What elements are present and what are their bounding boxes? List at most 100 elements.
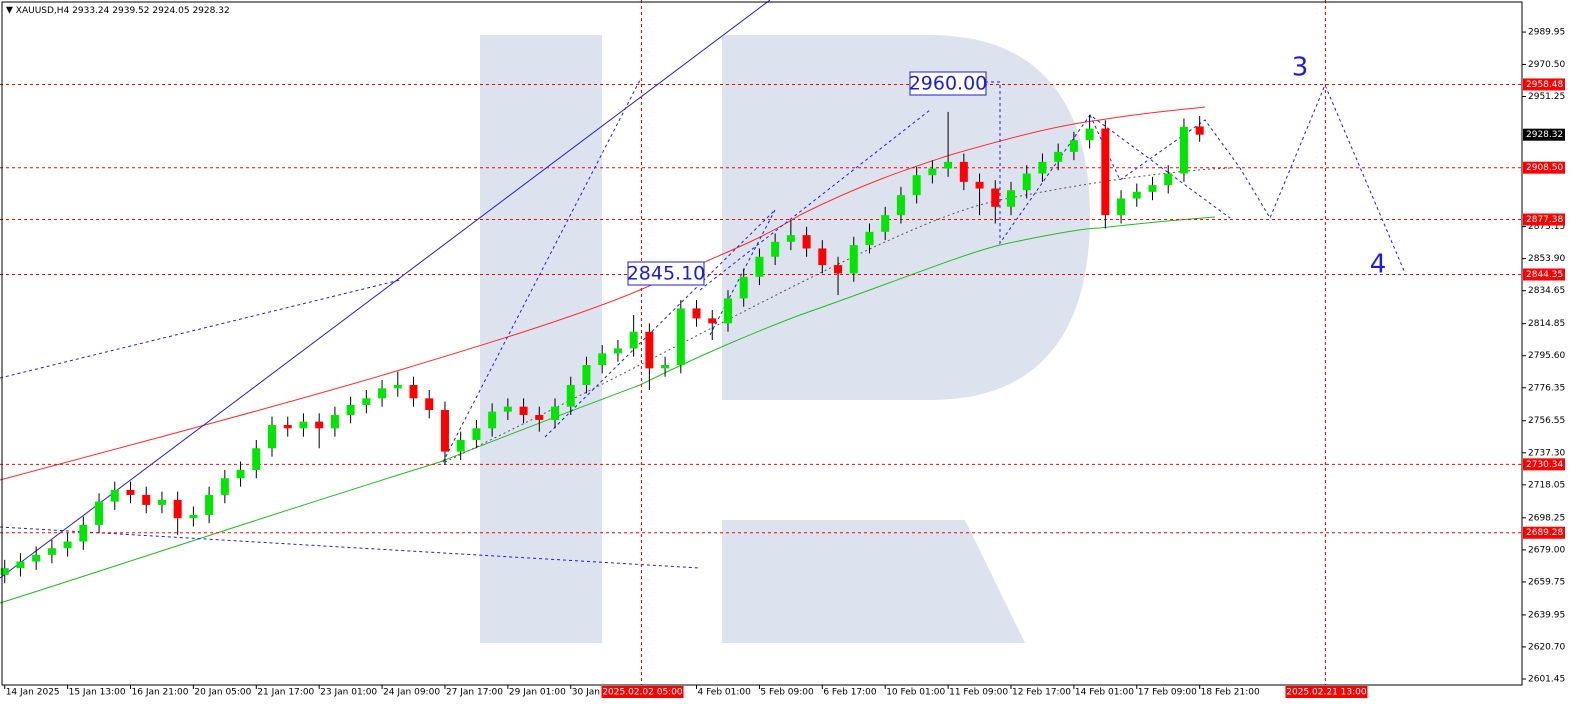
candle-body [63,541,72,549]
x-tick-label: 23 Jan 01:00 [320,688,377,698]
y-tick-label: 2853.90 [1528,254,1565,264]
ohlc-open: 2933.24 [72,6,109,16]
y-tick-label: 2970.50 [1528,60,1565,70]
candle-body [834,265,843,274]
price-label: 2928.32 [1526,130,1563,140]
candle-body [1101,128,1110,216]
candle-body [79,524,88,542]
x-tick-label: 14 Feb 01:00 [1075,688,1134,698]
candle-body [189,514,198,519]
candle-body [456,439,465,452]
x-tick-label: 24 Jan 09:00 [383,688,440,698]
x-tick-label: 29 Jan 01:00 [509,688,566,698]
annotation-box [909,71,987,96]
candle-body [786,235,795,242]
candle-body [220,478,229,495]
y-tick-label: 2873.15 [1528,222,1565,232]
candle-body [1054,151,1063,162]
level-label-box [1523,526,1565,539]
candle-body [566,385,575,407]
candle-body [268,424,277,449]
candle-body [126,489,135,495]
candle-body [409,385,418,399]
y-tick-label: 2814.85 [1528,319,1565,329]
x-tick-label: 21 Jan 17:00 [257,688,314,698]
x-tick-label: 30 Jan 09:00 [572,688,629,698]
level-label-box [1523,458,1565,471]
candle-body [16,561,25,569]
candle-body [1022,173,1031,191]
candle-body [881,215,890,232]
level-label-box [1523,78,1565,91]
candle-body [708,318,717,324]
candle-body [1085,128,1094,141]
x-tick-label: 20 Jan 05:00 [194,688,251,698]
candle-body [582,365,591,386]
y-tick-label: 2834.65 [1528,286,1565,296]
candle-body [236,469,245,479]
candle-body [1179,126,1188,174]
candle-body [959,161,968,182]
candle-body [1148,185,1157,192]
candle-body [205,494,214,515]
symbol: XAUUSD,H4 [16,6,70,16]
y-tick-label: 2756.55 [1528,416,1565,426]
candle-body [991,188,1000,207]
level-label: 2730.34 [1526,460,1563,470]
x-tick-label: 15 Jan 13:00 [69,688,126,698]
overlays [0,0,1406,604]
annotation-box [627,261,705,286]
candle-body [629,331,638,349]
candle-body [645,331,654,369]
candle-body [1069,140,1078,152]
level-label: 2908.50 [1526,163,1563,173]
candle-body [771,241,780,257]
ohlc-close: 2928.32 [192,6,229,16]
candle-body [739,276,748,299]
level-label-box [1523,268,1565,281]
x-tick-label: 10 Feb 01:00 [886,688,945,698]
candle-body [896,195,905,216]
candle-body [472,428,481,440]
annotation: 3 [1292,53,1309,83]
price-label-box [1523,128,1565,141]
candle-body [598,353,607,366]
level-label: 2689.28 [1526,528,1563,538]
time-marker-label: 2025.02.21 13:00 [1286,688,1367,698]
candle-body [440,409,449,452]
candle-body [613,348,622,354]
candle-body [551,406,560,420]
candle-body [0,568,9,575]
x-tick-label: 6 Feb 17:00 [823,688,877,698]
candle-body [1117,198,1126,216]
candle-body [157,499,166,505]
candle-body [110,489,119,502]
x-tick-label: 27 Jan 17:00 [446,688,503,698]
candle-body [142,494,151,505]
level-label-box [1523,213,1565,226]
y-tick-label: 2795.60 [1528,351,1565,361]
candle-body [1038,161,1047,174]
candle-body [252,448,261,470]
level-label: 2877.38 [1526,215,1563,225]
candle-body [849,245,858,274]
candle-body [32,554,41,562]
header: ▼ XAUUSD,H4 2933.24 2939.52 2924.05 2928… [6,6,230,16]
candle-body [975,181,984,189]
candle-body [1006,190,1015,207]
ohlc-high: 2939.52 [112,6,149,16]
time-marker-box [601,686,684,698]
y-tick-label: 2776.35 [1528,383,1565,393]
candle-body [1195,126,1204,135]
x-tick-label: 18 Feb 21:00 [1201,688,1260,698]
candles [0,111,1204,584]
level-label-box [1523,161,1565,174]
level-label: 2844.35 [1526,270,1563,280]
x-tick-label: 11 Feb 09:00 [949,688,1008,698]
candle-body [818,248,827,266]
x-tick-label: 17 Feb 09:00 [1138,688,1197,698]
y-tick-label: 2620.70 [1528,642,1565,652]
ohlc-low: 2924.05 [152,6,189,16]
y-tick-label: 2951.25 [1528,92,1565,102]
